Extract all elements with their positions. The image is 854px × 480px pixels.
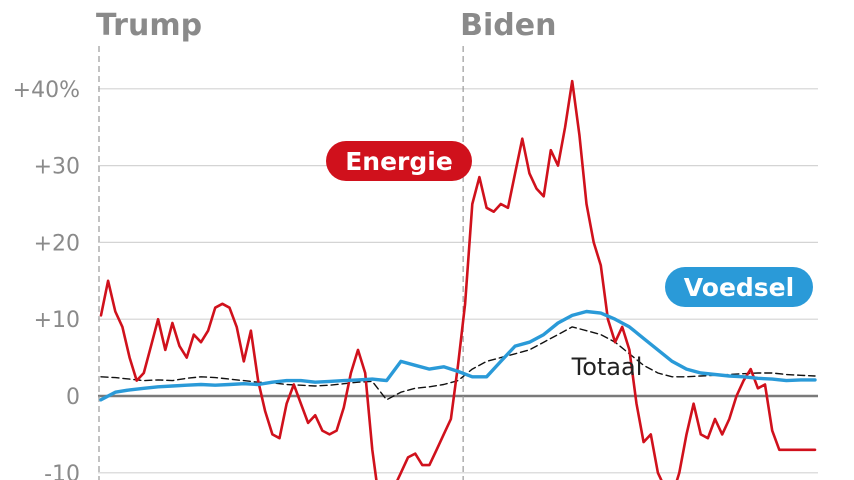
series-label-energie: Energie (345, 147, 453, 176)
y-tick-label: +10 (34, 308, 80, 333)
y-tick-label: +20 (34, 231, 80, 256)
series-line-energie (99, 79, 817, 480)
period-label: Biden (460, 8, 556, 43)
y-tick-label: 0 (66, 385, 80, 410)
y-tick-labels: +40% +30 +20 +10 0 -10 (13, 78, 80, 480)
series-label-badge-energie (326, 141, 472, 181)
period-label: Trump (96, 8, 202, 43)
gridlines (98, 88, 818, 474)
y-tick-label: +30 (34, 155, 80, 180)
series-lines (99, 79, 817, 480)
y-tick-label: +40% (13, 78, 80, 103)
y-tick-label: -10 (44, 462, 80, 480)
period-markers: Trump Biden (96, 8, 556, 480)
series-line-voedsel (99, 309, 817, 402)
series-label-voedsel: Voedsel (684, 273, 794, 302)
series-label-totaal: Totaal (571, 353, 643, 381)
series-label-badge-voedsel (665, 267, 813, 307)
series-labels: Energie Voedsel Totaal (326, 141, 813, 381)
series-line-totaal (100, 326, 816, 401)
